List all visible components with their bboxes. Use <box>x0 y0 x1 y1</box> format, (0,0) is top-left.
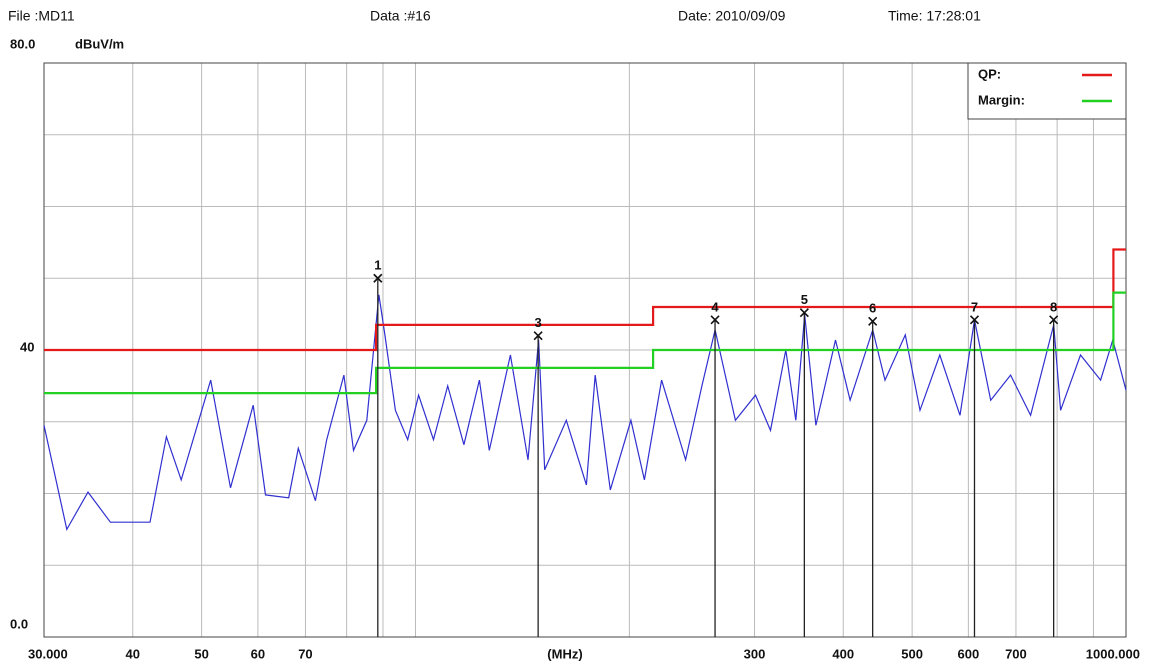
marker <box>868 316 878 326</box>
x-tick-label: 400 <box>832 646 854 661</box>
marker <box>1049 315 1059 325</box>
time: Time: 17:28:01 <box>888 8 981 24</box>
y-tick-label: 80.0 <box>10 36 35 51</box>
x-tick-label: 1000.000 <box>1086 646 1140 661</box>
marker-label: 1 <box>374 258 381 273</box>
limit-line <box>44 248 1126 352</box>
marker <box>969 315 980 325</box>
file: File :MD11 <box>8 8 75 24</box>
data-id: Data :#16 <box>370 8 431 24</box>
marker-label: 7 <box>971 299 978 314</box>
legend-label: Margin: <box>978 92 1025 107</box>
marker <box>373 273 383 283</box>
marker-label: 8 <box>1050 299 1057 314</box>
y-axis-label: dBuV/m <box>75 36 124 51</box>
x-axis-label: (MHz) <box>547 646 582 661</box>
legend-box <box>967 62 1127 120</box>
marker <box>710 315 720 325</box>
trace-line <box>43 294 1127 532</box>
x-tick-label: 700 <box>1005 646 1027 661</box>
limit-line <box>44 291 1126 395</box>
x-tick-label: 70 <box>298 646 312 661</box>
x-tick-label: 500 <box>901 646 923 661</box>
date: Date: 2010/09/09 <box>678 8 786 24</box>
marker-label: 4 <box>711 299 719 314</box>
x-tick-label: 40 <box>126 646 140 661</box>
marker <box>533 331 543 341</box>
y-tick-label: 40 <box>20 339 34 354</box>
marker <box>799 308 809 318</box>
x-tick-label: 300 <box>744 646 766 661</box>
y-tick-label: 0.0 <box>10 616 28 631</box>
x-tick-label: 50 <box>194 646 208 661</box>
marker-label: 3 <box>535 315 542 330</box>
marker-label: 6 <box>869 301 876 316</box>
x-tick-label: 30.000 <box>28 646 68 661</box>
marker-label: 5 <box>801 292 808 307</box>
legend-label: QP: <box>978 66 1001 81</box>
x-tick-label: 60 <box>251 646 265 661</box>
x-tick-label: 600 <box>958 646 980 661</box>
